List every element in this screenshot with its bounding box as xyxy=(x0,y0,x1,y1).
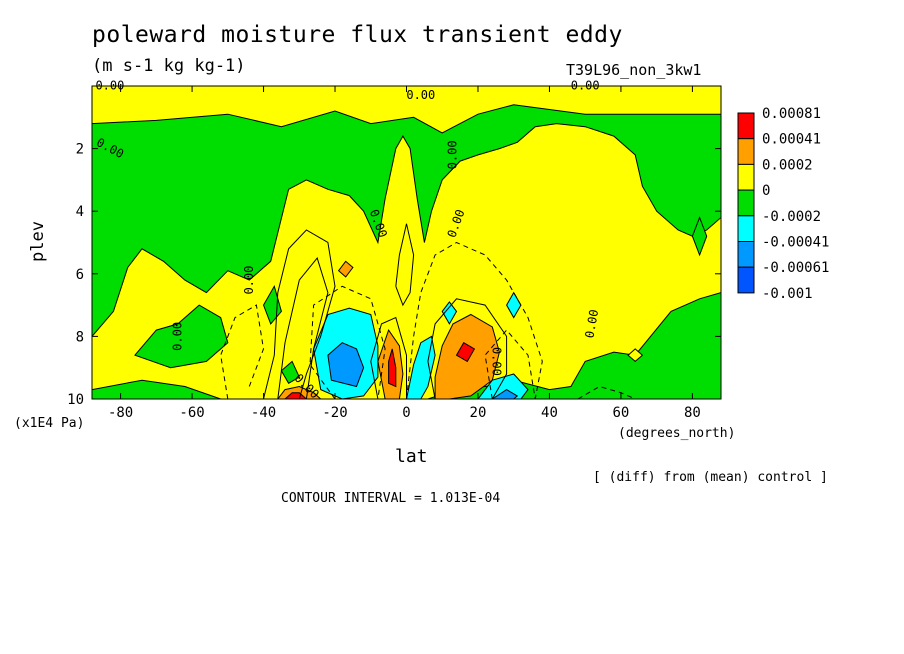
region-red-right xyxy=(455,342,476,363)
contour-interval-note: CONTOUR INTERVAL = 1.013E-04 xyxy=(281,491,501,506)
region-nh-yellow-blob xyxy=(627,348,644,363)
x-axis-unit: (degrees_north) xyxy=(618,426,736,441)
x-tick-label: 0 xyxy=(402,405,410,421)
x-tick: 0 xyxy=(402,86,411,421)
region-cyan-right xyxy=(477,373,529,399)
region-red-center xyxy=(388,348,397,388)
y-tick-label: 8 xyxy=(76,329,84,345)
x-tick: -40 xyxy=(251,86,276,421)
x-tick-label: 40 xyxy=(541,405,558,421)
legend-label: -0.001 xyxy=(762,286,813,302)
contour-neg-5 xyxy=(577,385,636,399)
contour-field xyxy=(92,86,721,399)
y-tick: 2 xyxy=(76,142,721,158)
contour-neg-1 xyxy=(220,304,265,399)
chart-units: (m s-1 kg kg-1) xyxy=(92,56,246,76)
legend-label: 0 xyxy=(762,183,770,199)
contour-neg-4 xyxy=(484,329,536,399)
legend-label: -0.00061 xyxy=(762,260,829,276)
diff-note: [ (diff) from (mean) control ] xyxy=(593,470,828,485)
region-sh-neg-patch xyxy=(134,304,229,369)
legend-swatch xyxy=(737,215,755,243)
y-tick: 4 xyxy=(76,204,721,220)
axes: -80 -60 -40 -20 0 20 40 60 80 2 4 6 8 10 xyxy=(67,86,721,421)
y-tick-label: 10 xyxy=(67,392,84,408)
region-top-band xyxy=(92,86,721,134)
legend-label: -0.0002 xyxy=(762,209,821,225)
y-tick-label: 6 xyxy=(76,267,84,283)
x-tick-label: 20 xyxy=(470,405,487,421)
legend-label: 0.00081 xyxy=(762,106,821,122)
y-tick: 10 xyxy=(67,392,721,408)
legend-label: -0.00041 xyxy=(762,235,829,251)
x-tick: -60 xyxy=(179,86,205,421)
x-tick-label: -80 xyxy=(108,405,133,421)
contour-label: 0.00 xyxy=(446,140,460,169)
contour-label: 0.00 xyxy=(170,322,184,351)
contour-lines xyxy=(220,223,636,399)
x-tick: 20 xyxy=(470,86,487,421)
contour-label: 0.00 xyxy=(582,308,601,339)
x-tick-label: 80 xyxy=(684,405,701,421)
contour-neg-3 xyxy=(406,241,543,399)
color-legend: 0.00081 0.00041 0.0002 0 -0.0002 -0.00041 -0.0… xyxy=(737,106,829,302)
legend-swatch xyxy=(737,112,755,140)
x-tick-label: 60 xyxy=(613,405,630,421)
y-tick: 8 xyxy=(76,329,721,345)
contour-pos-1 xyxy=(263,229,336,399)
region-green-small-right xyxy=(691,216,708,257)
y-tick-label: 4 xyxy=(76,204,84,220)
contour-pos-2 xyxy=(277,257,329,399)
region-blue-left xyxy=(327,342,365,388)
contour-label: 0.00 xyxy=(242,266,256,295)
x-axis-label: lat xyxy=(395,446,428,467)
legend-swatch xyxy=(737,266,755,294)
x-tick-label: -40 xyxy=(251,405,276,421)
region-cyan-mid xyxy=(441,301,458,325)
x-tick-label: -20 xyxy=(322,405,347,421)
run-label: T39L96_non_3kw1 xyxy=(566,61,702,79)
y-axis-unit: (x1E4 Pa) xyxy=(14,416,85,431)
x-tick: 40 xyxy=(541,86,558,421)
legend-swatch xyxy=(737,189,755,217)
legend-swatch xyxy=(737,138,755,165)
x-tick: -20 xyxy=(322,86,348,421)
region-orange-blob xyxy=(337,260,354,278)
x-tick: 80 xyxy=(684,86,701,421)
region-deep-left-neg xyxy=(92,379,221,399)
chart-title: poleward moisture flux transient eddy xyxy=(92,22,623,48)
y-tick: 6 xyxy=(76,267,721,283)
legend-label: 0.00041 xyxy=(762,132,821,148)
x-tick: -80 xyxy=(108,86,133,421)
region-sh-ridge xyxy=(92,123,721,399)
legend-swatch xyxy=(737,163,755,191)
region-blue-right xyxy=(491,389,519,399)
contour-pos-3 xyxy=(427,298,508,399)
contour-pos-4 xyxy=(370,316,407,399)
y-tick-label: 2 xyxy=(76,142,84,158)
x-tick: 60 xyxy=(613,86,630,421)
region-cyan-center xyxy=(405,335,436,399)
legend-label: 0.0002 xyxy=(762,157,813,173)
x-tick-label: -60 xyxy=(179,405,204,421)
contour-label: 0.00 xyxy=(489,347,503,376)
contour-neg-2 xyxy=(309,285,386,399)
contour-label: 0.00 xyxy=(406,88,435,102)
region-green-inner-2 xyxy=(280,360,300,384)
legend-swatch xyxy=(737,241,755,268)
contour-pos-5 xyxy=(395,223,415,307)
